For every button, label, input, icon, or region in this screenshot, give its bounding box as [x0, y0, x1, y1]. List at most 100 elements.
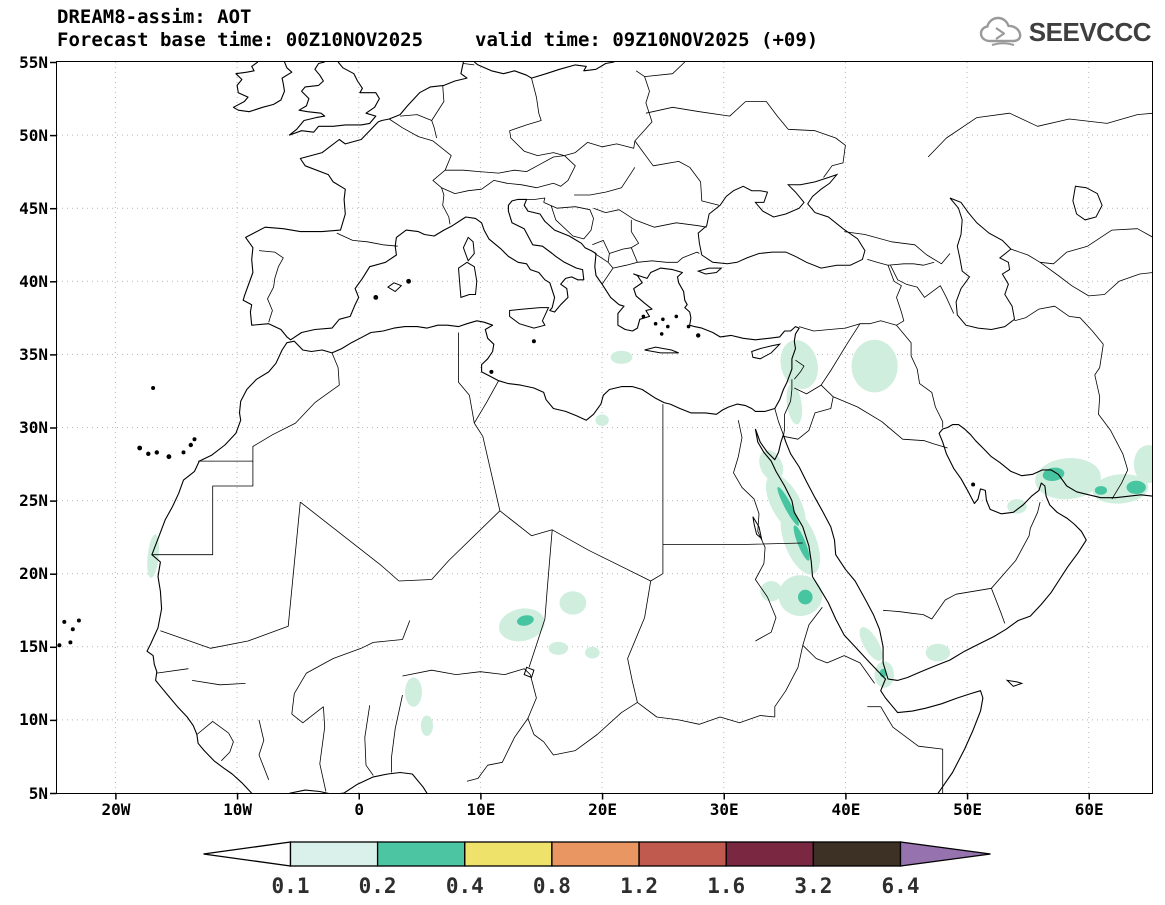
colorbar-tick-label: 6.4: [882, 874, 920, 898]
aot-patch: [610, 350, 633, 364]
lake-or-island-path: [523, 666, 535, 679]
lat-tick-label: 5N: [28, 783, 48, 803]
island-dot: [653, 321, 658, 326]
lake-or-island-path: [644, 346, 679, 354]
island-dot: [406, 278, 411, 284]
lon-tick-label: 0: [354, 800, 365, 819]
border-path: [594, 253, 614, 285]
border-path: [1094, 344, 1129, 500]
border-path: [802, 645, 875, 684]
border-path: [528, 529, 553, 668]
lake-or-island-path: [1005, 679, 1024, 687]
island-dot: [76, 618, 81, 623]
border-path: [733, 420, 777, 642]
lake-or-island-path: [1072, 185, 1103, 221]
lakes-islands: [386, 173, 1103, 687]
border-path: [593, 207, 707, 228]
island-dot: [674, 314, 679, 319]
coastlines: [146, 62, 1152, 793]
border-path: [543, 202, 594, 240]
aot-patch: [760, 581, 783, 602]
border-path: [300, 501, 400, 582]
colorbar-segment: [638, 841, 727, 867]
aot-patch: [786, 383, 803, 425]
coastline-path: [146, 62, 800, 793]
colorbar: 0.1 0.2 0.4 0.8 1.2 1.6 3.2 6.4: [203, 841, 991, 898]
colorbar-tick-label: 0.1: [272, 874, 310, 898]
border-path: [196, 721, 229, 735]
lake-or-island-path: [696, 267, 723, 275]
border-path: [466, 674, 537, 782]
border-path: [887, 265, 905, 326]
border-path: [867, 259, 935, 266]
aot-patch: [859, 627, 883, 661]
cloud-icon: [979, 16, 1022, 46]
aot-patch: [1035, 458, 1101, 500]
lon-tick-label: 60E: [1074, 800, 1104, 819]
border-path: [991, 588, 1006, 624]
colorbar-tick-label: 0.4: [446, 874, 484, 898]
logo-text: SEEVCCC: [1028, 16, 1152, 47]
border-path: [431, 85, 445, 139]
border-path: [630, 219, 639, 263]
lat-tick-label: 45N: [19, 198, 48, 218]
small-islands: [57, 278, 976, 648]
border-path: [509, 70, 653, 156]
border-path: [991, 502, 1041, 589]
colorbar-segment: [464, 841, 553, 867]
aot-patch: [780, 340, 819, 390]
aot-patch: [595, 414, 609, 427]
border-path: [645, 101, 746, 117]
border-path: [160, 502, 301, 649]
border-path: [221, 732, 234, 762]
border-path: [400, 114, 432, 121]
island-dot: [686, 324, 691, 329]
aot-patch: [559, 591, 587, 615]
lat-tick-label: 35N: [19, 344, 48, 364]
colorbar-tick-label: 0.8: [533, 874, 571, 898]
colorbar-tick-label: 1.6: [707, 874, 745, 898]
border-path: [896, 324, 944, 428]
colorbar-tick-label: 1.2: [620, 874, 658, 898]
colorbar-tick-label: 0.2: [359, 874, 397, 898]
aot-patch: [798, 589, 813, 605]
aot-patch: [1042, 467, 1065, 482]
lake-or-island-path: [751, 343, 782, 360]
border-path: [634, 140, 719, 206]
border-path: [458, 332, 475, 424]
border-path: [527, 702, 638, 756]
border-path: [156, 668, 189, 674]
border-path: [605, 167, 636, 193]
border-path: [319, 706, 327, 792]
border-path: [774, 645, 804, 717]
colorbar-under-arrow: [203, 841, 292, 867]
border-path: [388, 118, 452, 171]
aot-patch: [1094, 486, 1107, 495]
island-dot: [666, 324, 670, 329]
aot-overlays: [147, 339, 1152, 736]
country-borders: [151, 62, 1152, 793]
island-dot: [57, 643, 62, 648]
border-path: [364, 705, 374, 776]
border-path: [880, 706, 944, 793]
border-path: [774, 408, 784, 435]
forecast-base-time: Forecast base time: 00Z10NOV2025: [57, 29, 424, 51]
colorbar-segment: [289, 841, 379, 867]
island-dot: [531, 339, 536, 344]
map-frame: [56, 61, 1153, 794]
border-path: [192, 680, 246, 686]
aot-patch: [420, 715, 433, 736]
border-path: [553, 155, 576, 187]
colorbar-segment: [725, 841, 814, 867]
border-path: [612, 251, 700, 269]
aot-patch: [405, 677, 422, 707]
island-dot: [68, 640, 73, 645]
aot-patch: [585, 646, 600, 659]
island-dot: [137, 445, 143, 451]
colorbar-segment: [551, 841, 640, 867]
border-path: [258, 719, 270, 780]
valid-time: valid time: 09Z10NOV2025 (+09): [475, 29, 819, 51]
island-dot: [62, 619, 67, 624]
colorbar-segment: [812, 841, 902, 867]
